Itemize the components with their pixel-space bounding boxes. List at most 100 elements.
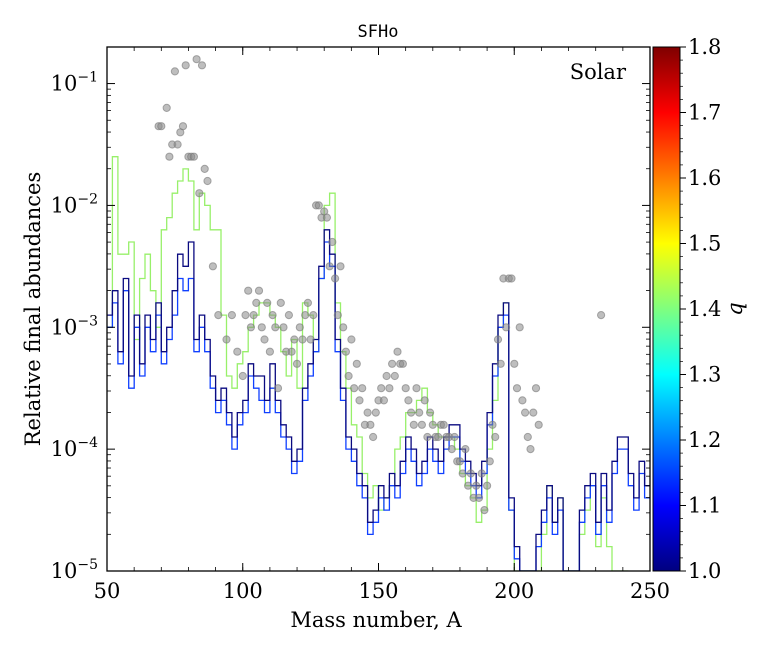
solar-point xyxy=(401,384,410,393)
solar-point xyxy=(344,371,353,381)
legend-solar-label: Solar xyxy=(570,60,627,84)
solar-point xyxy=(301,311,310,320)
colorbar-tick-label: 1.8 xyxy=(688,35,721,59)
solar-point xyxy=(339,323,348,332)
solar-point xyxy=(464,481,473,490)
solar-point xyxy=(483,481,492,490)
solar-point xyxy=(480,506,489,515)
solar-point xyxy=(306,335,315,344)
solar-point xyxy=(254,286,264,295)
solar-point xyxy=(181,61,190,70)
solar-point xyxy=(466,469,475,478)
solar-point xyxy=(597,311,606,320)
solar-point xyxy=(415,408,424,417)
x-axis: 50 100 150 200 250 xyxy=(94,47,670,603)
series-line-1 xyxy=(107,156,629,571)
solar-point xyxy=(423,432,432,442)
solar-point xyxy=(173,140,182,149)
solar-point xyxy=(526,445,535,454)
solar-point xyxy=(461,445,470,454)
solar-point xyxy=(477,469,486,478)
solar-point xyxy=(493,335,503,344)
y-tick-label: 10−1 xyxy=(51,70,98,96)
solar-point xyxy=(309,311,318,320)
x-tick-label: 150 xyxy=(358,579,398,603)
solar-point xyxy=(195,189,204,198)
solar-point xyxy=(363,408,372,417)
solar-point xyxy=(333,311,342,320)
colorbar-tick-label: 1.4 xyxy=(688,297,721,321)
series-line-3 xyxy=(107,229,650,571)
solar-point xyxy=(420,396,429,405)
series-line-2 xyxy=(107,241,650,571)
solar-point xyxy=(292,359,302,368)
y-tick-label: 10−4 xyxy=(51,435,98,461)
solar-point xyxy=(284,311,293,320)
solar-point xyxy=(260,335,269,344)
solar-point xyxy=(227,311,236,320)
solar-point xyxy=(246,323,255,332)
colorbar-tick-label: 1.0 xyxy=(688,559,721,583)
solar-point xyxy=(352,359,361,368)
solar-point xyxy=(472,481,481,490)
solar-point xyxy=(341,347,350,356)
solar-point xyxy=(521,408,530,417)
solar-point xyxy=(178,122,188,131)
solar-point xyxy=(244,286,253,295)
solar-point xyxy=(398,359,407,368)
solar-point xyxy=(523,432,532,442)
solar-point xyxy=(412,384,421,393)
series-layer xyxy=(107,156,650,571)
solar-point xyxy=(314,201,323,210)
solar-point xyxy=(295,323,304,332)
solar-point xyxy=(369,432,378,442)
chart-title: SFHo xyxy=(358,22,399,42)
colorbar-tick-label: 1.7 xyxy=(688,101,721,125)
solar-point xyxy=(428,420,437,429)
y-tick-label: 10−2 xyxy=(51,191,98,217)
x-tick-label: 100 xyxy=(223,579,263,603)
solar-point xyxy=(268,311,277,320)
solar-point xyxy=(331,274,340,283)
colorbar-tick-label: 1.3 xyxy=(688,363,721,387)
solar-point xyxy=(350,384,359,393)
solar-point xyxy=(390,371,399,381)
solar-point xyxy=(458,469,467,478)
solar-point xyxy=(165,152,174,161)
solar-point xyxy=(485,457,494,466)
solar-point xyxy=(393,347,402,356)
y-axis-label: Relative final abundances xyxy=(21,172,45,447)
solar-point xyxy=(249,311,258,320)
solar-point xyxy=(276,298,285,307)
colorbar xyxy=(652,46,681,572)
solar-point xyxy=(379,396,388,405)
y-tick-label: 10−3 xyxy=(51,313,98,339)
solar-point xyxy=(347,335,356,344)
solar-point xyxy=(241,311,250,320)
solar-point xyxy=(222,335,231,344)
solar-point xyxy=(385,384,394,393)
solar-point xyxy=(366,420,375,429)
solar-point xyxy=(238,371,247,381)
solar-point xyxy=(491,432,500,442)
solar-point xyxy=(287,347,296,356)
solar-point xyxy=(404,396,413,405)
solar-point xyxy=(371,408,380,417)
solar-point xyxy=(162,103,171,113)
solar-point xyxy=(197,61,207,70)
solar-point xyxy=(388,359,397,368)
solar-point xyxy=(377,384,386,393)
x-tick-label: 250 xyxy=(630,579,670,603)
solar-point xyxy=(518,396,527,405)
colorbar-tick-label: 1.2 xyxy=(688,428,721,452)
solar-point xyxy=(515,323,524,332)
solar-point xyxy=(510,359,519,368)
solar-point xyxy=(192,55,201,64)
solar-point xyxy=(263,298,272,307)
solar-point xyxy=(303,298,312,307)
solar-point xyxy=(322,213,331,222)
x-axis-label: Mass number, A xyxy=(290,608,462,632)
solar-point xyxy=(512,384,522,393)
colorbar-label: q xyxy=(723,302,747,315)
